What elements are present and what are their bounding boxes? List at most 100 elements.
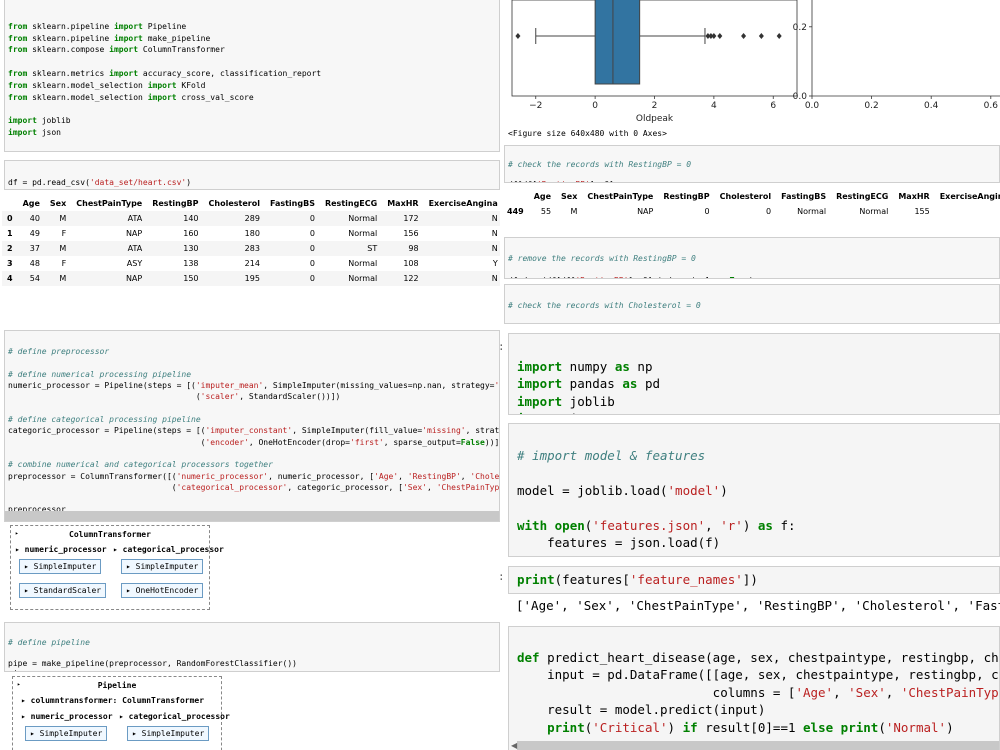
x-tick-label: 0.4 [924, 101, 939, 111]
categorical-processor-label[interactable]: ▸ categorical_processor [119, 712, 230, 721]
table-cell: M [59, 214, 67, 223]
line: from sklearn.model_selection import KFol… [8, 80, 206, 90]
predict-function-cell[interactable]: def predict_heart_disease(age, sex, ches… [508, 626, 1000, 750]
standard-scaler-box[interactable]: ▸ StandardScaler [19, 583, 107, 598]
column-header: Sex [49, 199, 67, 208]
table-cell: 98 [408, 244, 419, 253]
expand-arrow-icon[interactable]: ▸ [17, 681, 21, 688]
table-cell: 40 [29, 214, 40, 223]
imports-numpy-cell[interactable]: import numpy as np import pandas as pd i… [508, 333, 1000, 415]
table-cell: 49 [29, 229, 40, 238]
remove-restingbp-cell[interactable]: # remove the records with RestingBP = 0 … [504, 237, 1000, 279]
outlier-point [717, 33, 723, 39]
y-tick-label: 0.2 [793, 23, 807, 33]
print-features-cell[interactable]: print(features['feature_names']) [508, 566, 1000, 594]
line: import joblib [8, 116, 71, 126]
pipeline-title[interactable]: Pipeline [97, 681, 137, 690]
table-cell: 140 [183, 214, 199, 223]
numeric-processor-label[interactable]: ▸ numeric_processor [15, 545, 107, 554]
outlier-point [741, 33, 747, 39]
line: from sklearn.pipeline import Pipeline [8, 21, 187, 31]
column-header: Sex [561, 192, 578, 201]
right-top-notebook-panel: −2 0 2 4 6 Oldpeak 0.0 0.2 0.0 0.2 0.4 0.6 <Figure… [500, 0, 1000, 330]
simple-imputer-box[interactable]: ▸ SimpleImputer [121, 559, 204, 574]
diagram-title[interactable]: ColumnTransformer [69, 530, 151, 539]
table-cell: M [59, 274, 67, 283]
left-notebook-panel: from sklearn.pipeline import Pipeline fr… [2, 0, 500, 750]
table-cell: 150 [183, 274, 199, 283]
table-cell: ST [367, 244, 378, 253]
table-cell: N [491, 214, 498, 223]
x-tick-label: 0 [592, 101, 598, 111]
panel-divider-mark: : [498, 340, 505, 353]
column-header: RestingBP [152, 199, 199, 208]
simple-imputer-box[interactable]: ▸ SimpleImputer [127, 726, 210, 741]
check-cholesterol-cell[interactable]: # check the records with Cholesterol = 0… [504, 284, 1000, 324]
outlier-point [758, 33, 764, 39]
categorical-processor-label[interactable]: ▸ categorical_processor [113, 545, 224, 554]
table-cell: N [491, 229, 498, 238]
outlier-point [776, 33, 782, 39]
outlier-point [711, 33, 717, 39]
table-cell: Normal [348, 229, 378, 238]
check-restingbp-cell[interactable]: # check the records with RestingBP = 0 d… [504, 145, 1000, 183]
expand-arrow-icon[interactable]: ▸ [15, 530, 19, 537]
x-tick-label: −2 [529, 101, 542, 111]
table-cell: Normal [348, 214, 378, 223]
horizontal-scrollbar[interactable] [517, 741, 999, 750]
table-cell: ATA [127, 214, 143, 223]
outlier-point [705, 33, 711, 39]
column-transformer-label[interactable]: ▸ columntransformer: ColumnTransformer [21, 696, 205, 705]
simple-imputer-box[interactable]: ▸ SimpleImputer [19, 559, 102, 574]
simple-imputer-box[interactable]: ▸ SimpleImputer [25, 726, 108, 741]
table-cell: Normal [859, 207, 889, 216]
iqr-box [594, 0, 641, 85]
preprocessor-cell[interactable]: # define preprocessor # define numerical… [4, 330, 500, 522]
table-cell: 0 [309, 274, 315, 283]
line: from sklearn.model_selection import cros… [8, 92, 254, 102]
line: from sklearn.pipeline import make_pipeli… [8, 33, 211, 43]
table-cell: 0 [309, 244, 315, 253]
imports-cell[interactable]: from sklearn.pipeline import Pipeline fr… [4, 0, 500, 152]
column-header: ExerciseAngina [428, 199, 498, 208]
table-cell: M [59, 244, 67, 253]
scroll-left-arrow-icon[interactable]: ◀ [511, 741, 518, 750]
table-cell: 172 [403, 214, 419, 223]
oldpeak-boxplot: −2 0 2 4 6 Oldpeak [511, 0, 798, 124]
line: from sklearn.metrics import accuracy_sco… [8, 68, 322, 78]
column-header: ChestPainType [587, 192, 654, 201]
column-header: FastingBS [781, 192, 827, 201]
table-row: 348FASY1382140Normal108Y1.5Flat1 [2, 256, 500, 271]
read-csv-cell[interactable]: df = pd.read_csv('data_set/heart.csv') d… [4, 160, 500, 190]
column-transformer-diagram: ▸ ColumnTransformer ▸ numeric_processor … [10, 525, 224, 610]
table-cell: 156 [403, 229, 419, 238]
table-cell: Normal [348, 274, 378, 283]
read-csv-code: df = pd.read_csv('data_set/heart.csv') d… [8, 177, 192, 187]
x-tick-label: 0.6 [984, 101, 999, 111]
table-cell: 48 [29, 259, 40, 268]
table-cell: 37 [29, 244, 40, 253]
imports-code: from sklearn.pipeline import Pipeline fr… [5, 0, 499, 139]
line: from sklearn.compose import ColumnTransf… [8, 45, 225, 55]
column-header: Cholesterol [208, 199, 260, 208]
table-cell: 122 [403, 274, 419, 283]
column-header: Age [533, 192, 552, 201]
table-row: 149FNAP1601800Normal156N1.0Flat1 [2, 226, 500, 241]
table-cell: 214 [244, 259, 260, 268]
table-cell: 138 [183, 259, 199, 268]
pipeline-diagram: ▸ Pipeline ▸ columntransformer: ColumnTr… [12, 676, 230, 750]
one-hot-encoder-box[interactable]: ▸ OneHotEncoder [121, 583, 204, 598]
numeric-processor-label[interactable]: ▸ numeric_processor [21, 712, 113, 721]
figure-size-text: <Figure size 640x480 with 0 Axes> [508, 129, 667, 138]
column-header: Age [22, 199, 40, 208]
column-header: RestingECG [324, 199, 378, 208]
empty-axes-chart: 0.0 0.2 0.0 0.2 0.4 0.6 [793, 0, 1000, 111]
horizontal-scrollbar[interactable] [5, 511, 499, 521]
table-cell: 108 [403, 259, 419, 268]
row-index: 4 [7, 274, 13, 283]
pipeline-cell[interactable]: # define pipeline pipe = make_pipeline(p… [4, 622, 500, 672]
row-index: 2 [7, 244, 13, 253]
outlier-point [708, 33, 714, 39]
load-model-cell[interactable]: # import model & features model = joblib… [508, 423, 1000, 557]
plot-area [511, 0, 798, 97]
